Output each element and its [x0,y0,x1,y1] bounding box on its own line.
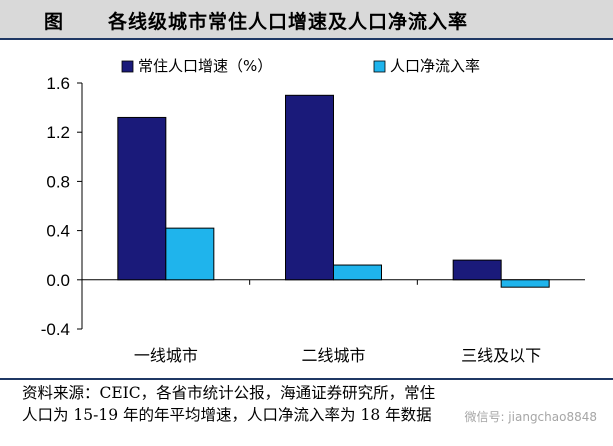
bar-chart: -0.4 0.0 0.4 0.8 1.2 1.6 一线城市 二线城市 三线及以下 常住人口增速（%… [41,57,585,365]
figure-label: 图 [44,11,64,33]
y-tick-label: 1.2 [46,123,70,142]
source-line-1: 资料来源：CEIC，各省市统计公报，海通证券研究所，常住 [22,384,436,402]
bar-2 [333,264,382,281]
y-tick-label: 0.0 [46,271,70,290]
wechat-watermark: 微信号: jiangchao8848 [464,410,597,424]
bar-1 [285,94,334,281]
legend-swatch-1 [121,60,134,73]
y-tick-label: -0.4 [41,320,70,339]
x-category-label: 一线城市 [134,346,198,365]
title-rule [0,38,613,40]
x-category-label: 二线城市 [301,346,365,365]
bar-2 [500,279,550,288]
bar-1 [117,116,167,281]
title-bar: 图 各线级城市常住人口增速及人口净流入率 [0,0,613,38]
source-rule [0,378,613,380]
legend-label-1: 常住人口增速（%） [138,57,272,75]
x-category-label: 三线及以下 [461,346,541,365]
source-line-2: 人口为 15-19 年的年平均增速，人口净流入率为 18 年数据 [22,406,432,424]
legend-label-2: 人口净流入率 [390,57,480,75]
y-tick-label: 0.4 [46,222,70,241]
y-tick-label: 1.6 [46,74,70,93]
bar-2 [165,227,215,281]
figure-title: 各线级城市常住人口增速及人口净流入率 [108,11,469,33]
bar-1 [452,259,502,281]
y-tick-label: 0.8 [46,172,70,191]
legend-swatch-2 [373,60,386,73]
